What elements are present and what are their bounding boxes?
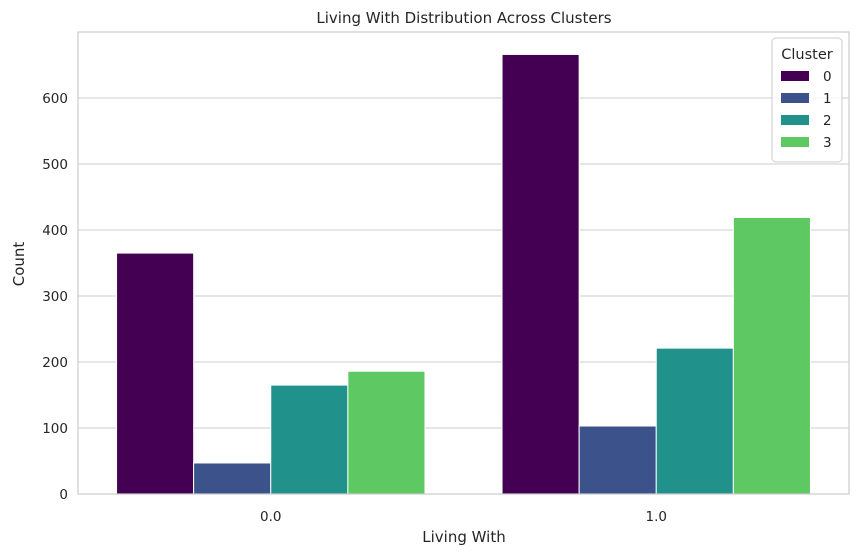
y-tick-label: 400 (42, 223, 68, 239)
bar-1-0-cluster-1 (578, 425, 657, 495)
legend-label-1: 1 (823, 91, 832, 107)
bar-1-0-cluster-0 (501, 53, 580, 495)
bar-0-0-cluster-0 (116, 252, 195, 495)
legend: Cluster 0 1 2 3 (771, 37, 843, 163)
x-tick-labels: 0.0 1.0 (260, 509, 667, 525)
y-tick-labels: 0 100 200 300 400 500 600 (42, 91, 68, 503)
legend-label-2: 2 (823, 113, 832, 129)
bar-0-0-cluster-1 (193, 462, 272, 495)
bar-0-0-cluster-2 (270, 384, 349, 495)
y-tick-label: 200 (42, 355, 68, 371)
y-tick-label: 600 (42, 91, 68, 107)
bar-0-0-cluster-3 (347, 370, 426, 495)
legend-swatch-0 (781, 71, 809, 81)
legend-label-0: 0 (823, 69, 832, 85)
plot-frame (77, 31, 850, 495)
bars (116, 53, 811, 495)
bar-1-0-cluster-2 (655, 347, 734, 495)
y-tick-label: 0 (59, 487, 68, 503)
x-tick-label: 1.0 (646, 509, 667, 525)
legend-swatch-3 (781, 137, 809, 147)
y-tick-label: 100 (42, 421, 68, 437)
y-axis-label: Count (10, 242, 28, 287)
legend-swatch-2 (781, 115, 809, 125)
y-tick-label: 300 (42, 289, 68, 305)
legend-title: Cluster (781, 47, 833, 63)
bar-1-0-cluster-3 (732, 216, 811, 495)
x-axis-label: Living With (422, 528, 505, 546)
legend-label-3: 3 (823, 135, 832, 151)
legend-swatch-1 (781, 93, 809, 103)
y-tick-label: 500 (42, 157, 68, 173)
chart-title: Living With Distribution Across Clusters (316, 9, 611, 27)
grid-lines (78, 97, 849, 429)
x-tick-label: 0.0 (260, 509, 281, 525)
